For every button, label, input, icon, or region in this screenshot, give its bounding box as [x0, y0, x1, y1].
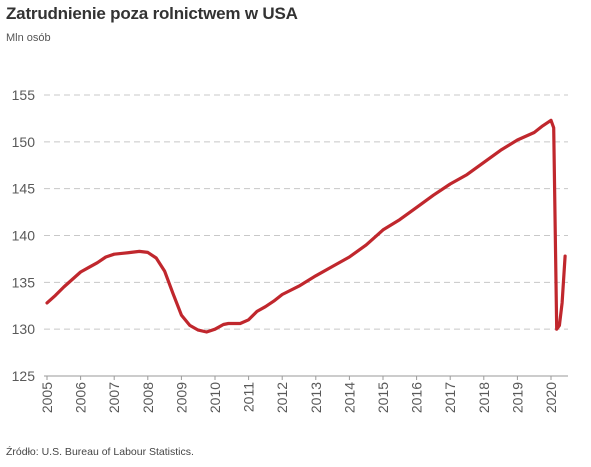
- x-tick-label: 2010: [207, 382, 223, 413]
- y-tick-label: 125: [12, 368, 36, 384]
- source-note: Źródło: U.S. Bureau of Labour Statistics…: [6, 446, 194, 458]
- y-tick-label: 150: [12, 134, 36, 150]
- x-tick-label: 2019: [509, 382, 525, 413]
- y-tick-labels: 125 130 135 140 145 150 155: [12, 87, 36, 384]
- x-tick-label: 2009: [173, 382, 189, 413]
- series-layer: [45, 118, 567, 334]
- x-tick-label: 2016: [409, 382, 425, 413]
- x-tick-label: 2017: [442, 382, 458, 413]
- y-tick-label: 145: [12, 181, 36, 197]
- y-tick-label: 155: [12, 87, 36, 103]
- x-tick-label: 2006: [73, 382, 89, 413]
- grid-lines: [44, 94, 568, 330]
- x-tick-label: 2012: [274, 382, 290, 413]
- series-line-0: [45, 118, 567, 334]
- x-tick-label: 2014: [341, 382, 357, 413]
- x-tick-label: 2005: [39, 382, 55, 413]
- x-tick-label: 2015: [375, 382, 391, 413]
- y-tick-label: 130: [12, 321, 36, 337]
- x-tick-label: 2011: [241, 382, 257, 412]
- x-tick-label: 2013: [308, 382, 324, 413]
- chart-title: Zatrudnienie poza rolnictwem w USA: [6, 4, 298, 23]
- x-axis: [44, 375, 568, 380]
- chart-subtitle: Mln osób: [6, 32, 51, 44]
- x-tick-label: 2020: [543, 382, 559, 413]
- x-tick-label: 2008: [140, 382, 156, 413]
- x-tick-labels: 2005 2006 2007 2008 2009 2010 2011 2012 2013 2014…: [39, 382, 559, 413]
- x-tick-label: 2018: [476, 382, 492, 413]
- y-tick-label: 140: [12, 228, 36, 244]
- y-tick-label: 135: [12, 274, 36, 290]
- x-tick-label: 2007: [106, 382, 122, 413]
